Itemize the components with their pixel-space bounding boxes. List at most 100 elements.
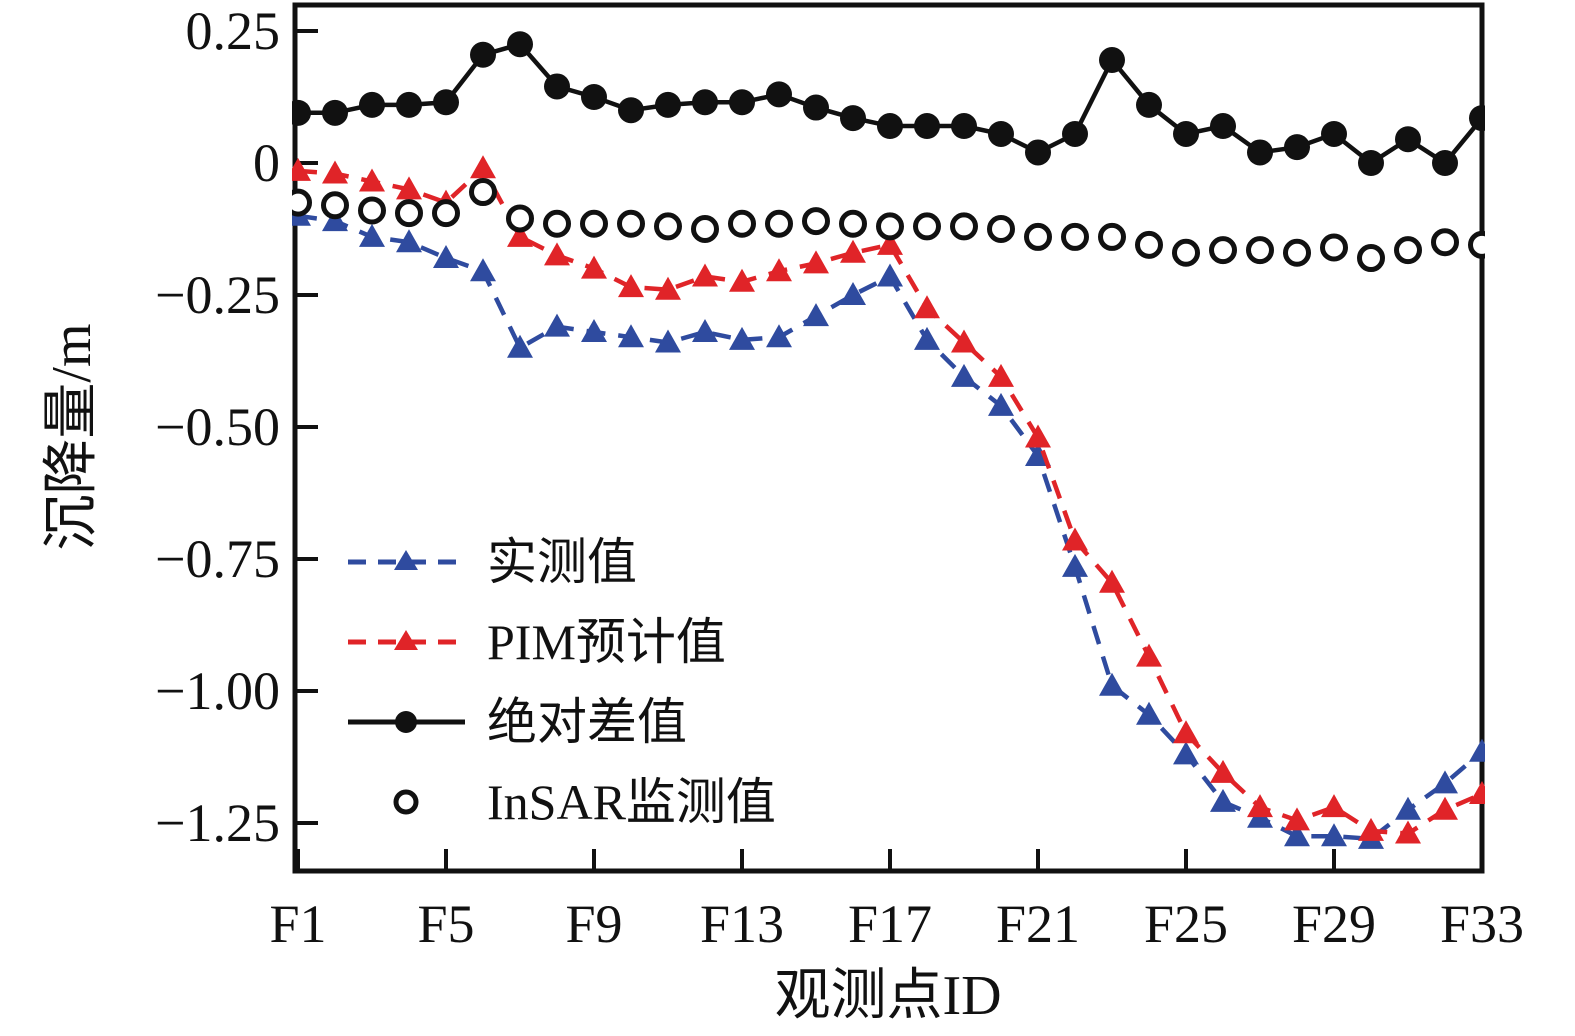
- triangle-marker: [618, 274, 644, 298]
- triangle-marker: [803, 250, 829, 274]
- triangle-marker: [1469, 738, 1485, 762]
- triangle-marker: [581, 255, 607, 279]
- x-tick-label: F9: [565, 894, 622, 954]
- triangle-marker: [544, 313, 570, 337]
- circle-marker: [1173, 120, 1199, 147]
- triangle-marker: [1099, 672, 1125, 696]
- triangle-marker: [766, 324, 792, 348]
- circle-marker: [1395, 126, 1421, 153]
- circle-marker: [1432, 150, 1458, 176]
- triangle-marker: [292, 157, 311, 181]
- circle-marker: [1358, 150, 1384, 176]
- circle-marker: [1025, 139, 1051, 166]
- triangle-marker: [544, 242, 570, 266]
- triangle-marker: [322, 208, 348, 232]
- y-axis-title: 沉降量/m: [41, 323, 103, 551]
- triangle-marker: [1025, 424, 1051, 448]
- triangle-marker: [1321, 794, 1347, 818]
- series-absolute-difference: [292, 31, 1485, 176]
- open-circle-marker: [1246, 236, 1274, 265]
- triangle-marker: [618, 324, 644, 348]
- triangle-marker: [1432, 770, 1458, 794]
- triangle-marker: [988, 392, 1014, 416]
- triangle-marker: [840, 282, 866, 305]
- x-tick-label: F29: [1292, 894, 1376, 954]
- legend-swatch-absolute-difference: [348, 711, 465, 733]
- y-tick-label: 0.25: [186, 1, 281, 61]
- y-tick-label: −1.25: [155, 793, 280, 853]
- x-tick-label: F13: [700, 894, 784, 954]
- open-circle-marker: [580, 209, 608, 238]
- circle-marker: [581, 84, 607, 110]
- triangle-marker: [951, 363, 977, 387]
- legend-label: 绝对差值: [487, 694, 687, 750]
- triangle-marker: [1173, 720, 1199, 744]
- triangle-marker: [914, 326, 940, 350]
- open-circle-marker: [1468, 230, 1485, 259]
- open-circle-marker: [802, 207, 830, 236]
- circle-marker: [1136, 91, 1162, 118]
- open-circle-marker: [876, 212, 904, 241]
- triangle-marker: [1173, 741, 1199, 765]
- triangle-marker: [1284, 823, 1310, 847]
- triangle-marker: [988, 363, 1014, 387]
- triangle-marker: [396, 176, 422, 200]
- legend-swatch-insar-monitored-value: [393, 789, 419, 815]
- x-tick-label: F5: [417, 894, 474, 954]
- triangle-marker: [1099, 569, 1125, 593]
- circle-marker: [322, 99, 348, 126]
- triangle-marker: [1247, 794, 1273, 818]
- triangle-marker: [470, 258, 496, 282]
- triangle-marker: [507, 334, 533, 358]
- legend-item-insar-monitored-value: InSAR监测值: [344, 762, 776, 842]
- circle-marker: [988, 120, 1014, 147]
- legend-label: PIM预计值: [487, 614, 726, 670]
- series-insar-monitored-value: [292, 178, 1485, 273]
- triangle-marker: [359, 223, 385, 247]
- triangle-marker: [1469, 780, 1485, 804]
- circle-marker: [618, 97, 644, 124]
- circle-marker: [1321, 120, 1347, 147]
- x-tick-label: F33: [1440, 894, 1524, 954]
- open-circle-marker: [1357, 244, 1385, 273]
- y-axis-ticks: 0.25 0 −0.25 −0.50 −0.75 −1.00 −1.25: [155, 1, 318, 853]
- open-circle-marker: [432, 199, 460, 228]
- triangle-marker: [766, 258, 792, 282]
- open-circle-marker: [321, 191, 349, 220]
- open-circle-marker: [839, 209, 867, 238]
- triangle-marker: [1136, 701, 1162, 725]
- triangle-marker: [840, 239, 866, 263]
- open-circle-marker: [506, 204, 534, 233]
- circle-marker: [470, 41, 496, 68]
- legend-circle-marker: [395, 711, 417, 733]
- open-circle-marker: [1209, 236, 1237, 265]
- triangle-marker: [1432, 796, 1458, 820]
- triangle-marker: [655, 329, 681, 353]
- open-circle-marker: [1098, 222, 1126, 251]
- circle-marker: [729, 89, 755, 116]
- x-tick-label: F1: [269, 894, 326, 954]
- triangle-marker: [692, 318, 718, 342]
- open-circle-marker: [1283, 238, 1311, 267]
- triangle-marker: [1358, 817, 1384, 841]
- legend-label: InSAR监测值: [487, 774, 776, 830]
- y-tick-label: −0.75: [155, 529, 280, 589]
- open-circle-marker: [292, 188, 312, 217]
- legend-swatch-measured-value: [348, 550, 465, 570]
- circle-marker: [507, 31, 533, 58]
- circle-marker: [655, 91, 681, 118]
- open-circle-marker: [728, 209, 756, 238]
- open-circle-marker: [358, 196, 386, 225]
- circle-marker: [1469, 105, 1485, 132]
- legend-label: 实测值: [487, 534, 637, 590]
- circle-marker: [877, 113, 903, 140]
- y-tick-label: 0: [253, 133, 280, 193]
- circle-marker: [766, 81, 792, 108]
- y-tick-label: −0.25: [155, 265, 280, 325]
- triangle-marker: [951, 329, 977, 353]
- legend: 实测值 PIM预计值 绝对差值 InSAR监测值: [344, 522, 776, 842]
- triangle-marker: [581, 318, 607, 342]
- open-circle-marker: [1135, 230, 1163, 259]
- triangle-marker: [322, 160, 348, 184]
